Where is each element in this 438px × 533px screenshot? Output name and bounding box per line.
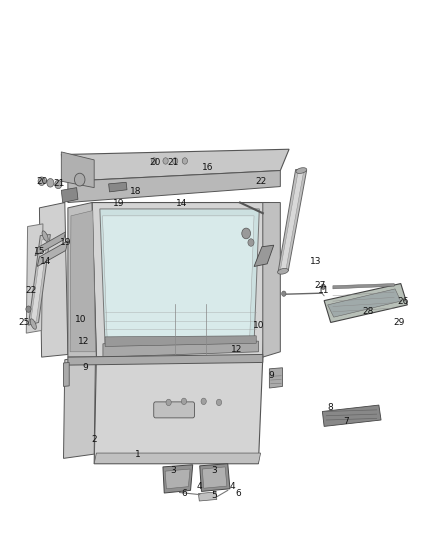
Text: 21: 21 xyxy=(167,158,179,167)
Polygon shape xyxy=(28,235,50,325)
Text: 21: 21 xyxy=(53,180,65,188)
Polygon shape xyxy=(94,453,261,464)
Circle shape xyxy=(163,158,168,164)
Circle shape xyxy=(55,180,62,189)
Circle shape xyxy=(26,306,31,312)
Text: 3: 3 xyxy=(212,466,218,474)
Polygon shape xyxy=(64,362,69,386)
Text: 12: 12 xyxy=(231,345,242,353)
Polygon shape xyxy=(278,169,307,272)
Text: 18: 18 xyxy=(130,188,141,196)
Polygon shape xyxy=(92,203,269,357)
Text: 20: 20 xyxy=(36,177,47,185)
Text: 13: 13 xyxy=(310,257,321,265)
Polygon shape xyxy=(35,232,66,256)
Text: 28: 28 xyxy=(362,308,374,316)
Polygon shape xyxy=(109,182,127,192)
Polygon shape xyxy=(37,241,68,266)
Polygon shape xyxy=(328,289,401,317)
Polygon shape xyxy=(94,357,263,464)
Polygon shape xyxy=(26,224,43,333)
Circle shape xyxy=(321,284,325,289)
Polygon shape xyxy=(263,203,280,357)
Text: 2: 2 xyxy=(92,435,97,444)
Polygon shape xyxy=(61,149,289,181)
Circle shape xyxy=(201,398,206,405)
FancyBboxPatch shape xyxy=(154,402,194,418)
Polygon shape xyxy=(324,284,407,322)
Polygon shape xyxy=(322,405,381,426)
Text: 22: 22 xyxy=(255,177,266,185)
Polygon shape xyxy=(68,171,280,203)
Polygon shape xyxy=(100,209,259,346)
Circle shape xyxy=(173,158,178,164)
Text: 14: 14 xyxy=(176,199,187,208)
Polygon shape xyxy=(68,354,263,365)
Polygon shape xyxy=(165,469,190,489)
Polygon shape xyxy=(198,492,217,501)
Polygon shape xyxy=(254,245,274,266)
Polygon shape xyxy=(200,464,230,491)
Polygon shape xyxy=(70,211,95,352)
Circle shape xyxy=(74,173,85,186)
Polygon shape xyxy=(68,203,96,357)
Text: 29: 29 xyxy=(393,318,404,327)
Text: 9: 9 xyxy=(268,372,275,380)
Text: 10: 10 xyxy=(75,316,87,324)
Polygon shape xyxy=(64,354,95,458)
Circle shape xyxy=(181,398,187,405)
Circle shape xyxy=(38,177,45,185)
Polygon shape xyxy=(163,465,193,493)
Ellipse shape xyxy=(42,231,48,241)
Text: 3: 3 xyxy=(170,466,176,474)
Text: 19: 19 xyxy=(113,199,124,208)
Text: 26: 26 xyxy=(397,297,409,305)
Ellipse shape xyxy=(296,168,307,173)
Text: 16: 16 xyxy=(202,164,214,172)
Polygon shape xyxy=(102,216,254,342)
Polygon shape xyxy=(61,152,94,188)
Text: 20: 20 xyxy=(150,158,161,167)
Text: 6: 6 xyxy=(181,489,187,497)
Text: 11: 11 xyxy=(318,286,330,295)
Polygon shape xyxy=(103,341,258,357)
Text: 15: 15 xyxy=(34,247,45,256)
Circle shape xyxy=(166,399,171,406)
Text: 6: 6 xyxy=(236,489,242,497)
Ellipse shape xyxy=(278,269,288,274)
Circle shape xyxy=(47,179,54,187)
Text: 22: 22 xyxy=(25,286,36,295)
Text: 5: 5 xyxy=(212,491,218,500)
Text: 12: 12 xyxy=(78,337,89,345)
Circle shape xyxy=(152,158,157,164)
Polygon shape xyxy=(280,172,304,270)
Text: 14: 14 xyxy=(40,257,52,265)
Circle shape xyxy=(282,291,286,296)
Circle shape xyxy=(242,228,251,239)
Text: 19: 19 xyxy=(60,238,71,247)
Ellipse shape xyxy=(30,319,36,329)
Polygon shape xyxy=(39,203,68,357)
Circle shape xyxy=(182,158,187,164)
Polygon shape xyxy=(269,368,283,388)
Text: 4: 4 xyxy=(197,482,202,490)
Polygon shape xyxy=(333,284,394,289)
Text: 1: 1 xyxy=(135,450,141,458)
Circle shape xyxy=(248,239,254,246)
Text: 25: 25 xyxy=(18,318,30,327)
Text: 9: 9 xyxy=(82,364,88,372)
Circle shape xyxy=(216,399,222,406)
Text: 10: 10 xyxy=(253,321,264,329)
Polygon shape xyxy=(61,188,78,203)
Polygon shape xyxy=(105,336,256,346)
Polygon shape xyxy=(31,239,47,322)
Text: 4: 4 xyxy=(230,482,235,490)
Polygon shape xyxy=(202,467,227,488)
Text: 8: 8 xyxy=(328,403,334,412)
Text: 7: 7 xyxy=(343,417,349,425)
Text: 27: 27 xyxy=(314,281,325,289)
